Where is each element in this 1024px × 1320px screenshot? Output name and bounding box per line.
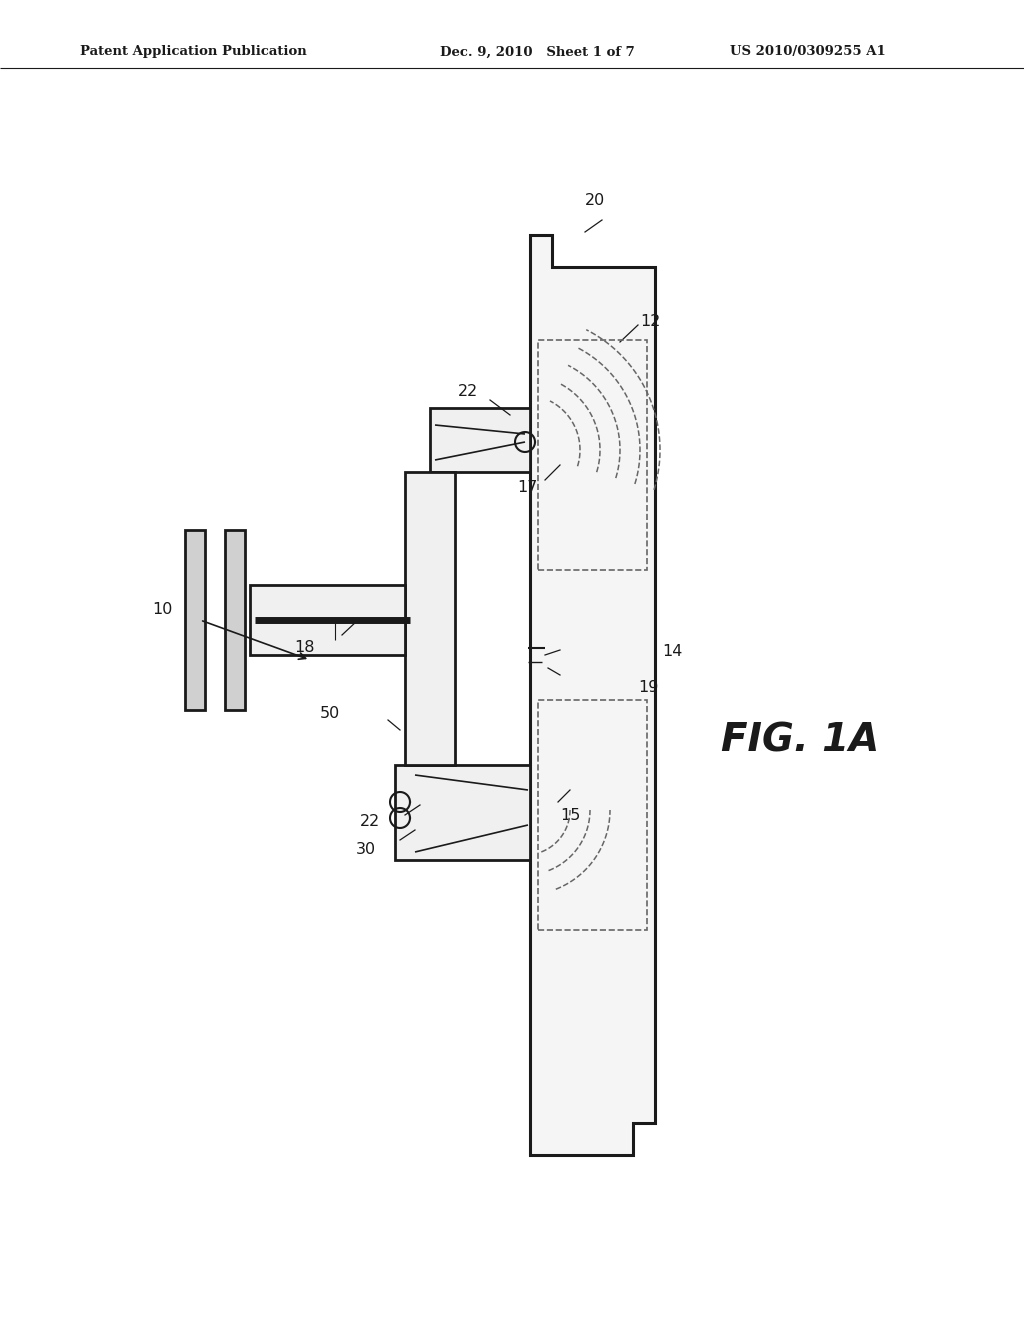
Text: 14: 14 bbox=[662, 644, 682, 660]
Polygon shape bbox=[530, 235, 655, 1155]
Text: 15: 15 bbox=[560, 808, 581, 822]
Text: 19: 19 bbox=[638, 680, 658, 694]
Polygon shape bbox=[395, 766, 530, 861]
Bar bbox=[538, 700, 647, 931]
Text: 10: 10 bbox=[152, 602, 172, 618]
Text: 17: 17 bbox=[517, 479, 538, 495]
Polygon shape bbox=[430, 408, 530, 473]
Text: Dec. 9, 2010   Sheet 1 of 7: Dec. 9, 2010 Sheet 1 of 7 bbox=[440, 45, 635, 58]
Polygon shape bbox=[406, 473, 455, 766]
Text: 18: 18 bbox=[295, 640, 315, 656]
Polygon shape bbox=[185, 531, 205, 710]
Text: 22: 22 bbox=[359, 814, 380, 829]
Bar bbox=[538, 341, 647, 570]
Polygon shape bbox=[225, 531, 245, 710]
Polygon shape bbox=[250, 585, 406, 655]
Text: FIG. 1A: FIG. 1A bbox=[721, 721, 880, 759]
Text: 12: 12 bbox=[640, 314, 660, 330]
Text: 22: 22 bbox=[458, 384, 478, 400]
Text: 30: 30 bbox=[356, 842, 376, 858]
Text: 50: 50 bbox=[319, 706, 340, 722]
Text: US 2010/0309255 A1: US 2010/0309255 A1 bbox=[730, 45, 886, 58]
Text: 20: 20 bbox=[585, 193, 605, 209]
Text: Patent Application Publication: Patent Application Publication bbox=[80, 45, 307, 58]
